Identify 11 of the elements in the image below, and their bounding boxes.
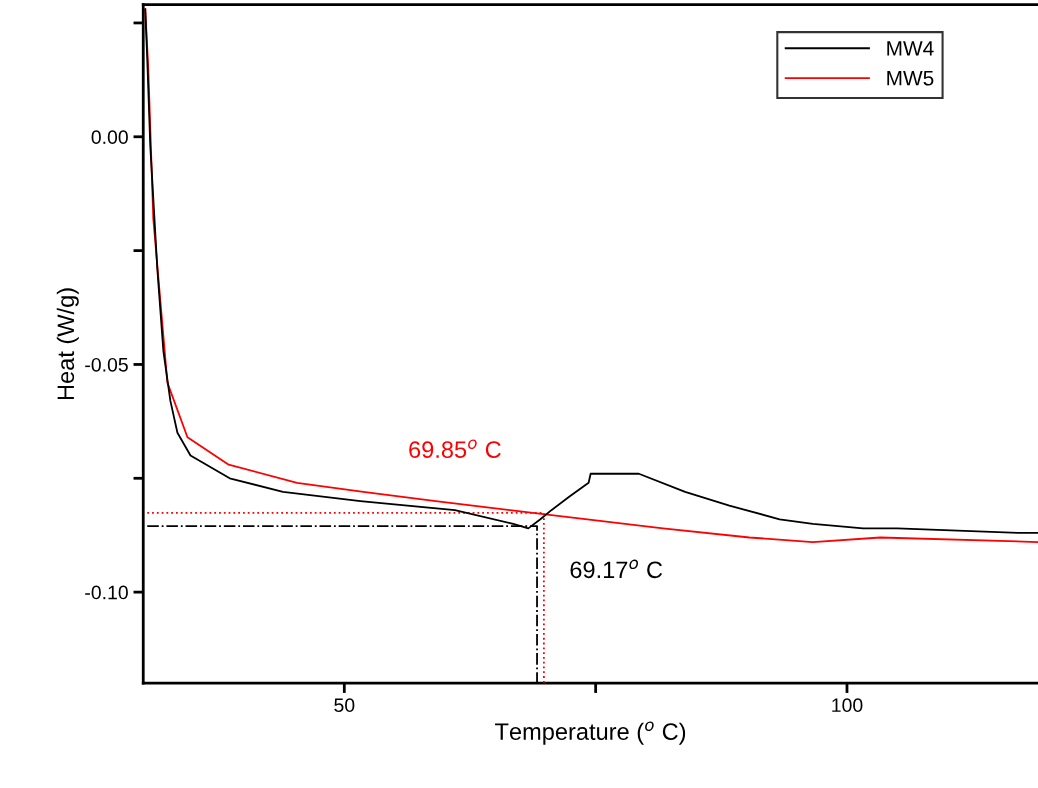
x-axis-title: Temperature ($^{o}$ C) bbox=[495, 721, 686, 745]
y-axis-title: Heat (W/g) bbox=[56, 288, 79, 400]
annotation: 69.85$^{o}$ C bbox=[409, 439, 501, 458]
legend-label: MW5 bbox=[887, 71, 934, 86]
annotation: 69.17$^{o}$ C bbox=[570, 559, 663, 579]
y-tick-label: 0.00 bbox=[91, 130, 128, 145]
y-tick-label: -0.10 bbox=[85, 585, 128, 600]
y-tick-label: -0.05 bbox=[85, 357, 128, 372]
legend-label: MW4 bbox=[887, 41, 934, 56]
x-tick-label: 100 bbox=[832, 698, 863, 713]
x-tick-label: 50 bbox=[334, 698, 355, 713]
